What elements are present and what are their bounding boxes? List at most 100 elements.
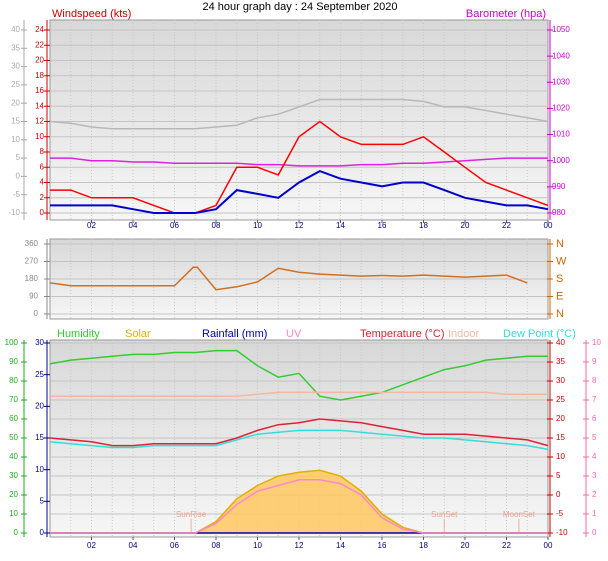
y-tick-label: 24 <box>35 25 44 34</box>
x-tick-label: 02 <box>87 541 96 550</box>
y-tick-label: 20 <box>556 414 565 423</box>
x-tick-label: 12 <box>295 221 304 230</box>
y-tick-label: 2 <box>40 193 45 202</box>
legend-entry: Dew Point (°C) <box>503 328 576 340</box>
y-tick-label: 10 <box>556 452 565 461</box>
x-tick-label: 08 <box>212 541 221 550</box>
x-tick-label: 16 <box>378 221 387 230</box>
line <box>49 418 549 447</box>
y-tick-label: 18 <box>35 71 44 80</box>
y-tick-label: 270 <box>25 257 39 266</box>
y-tick-label: 1 <box>592 509 597 518</box>
x-tick-label: 04 <box>129 541 138 550</box>
y-tick-label: 50 <box>9 433 18 442</box>
y-tick-label: 6 <box>592 414 597 423</box>
y-tick-label: 0 <box>34 309 39 318</box>
y-tick-label: 30 <box>11 62 20 71</box>
y-tick-label: 1040 <box>552 51 570 60</box>
line <box>49 266 528 291</box>
y-tick-label: 90 <box>29 292 38 301</box>
area <box>50 470 548 533</box>
x-tick-label: 10 <box>253 221 262 230</box>
y-tick-label: 35 <box>556 357 565 366</box>
y-tick-label: 12 <box>35 117 44 126</box>
y-tick-label: 15 <box>35 433 44 442</box>
line <box>50 391 548 397</box>
y-tick-label: 20 <box>35 401 44 410</box>
x-tick-label: 00 <box>544 541 553 550</box>
line <box>49 429 549 451</box>
y-tick-label: 3 <box>592 471 597 480</box>
y-tick-label: N <box>556 238 564 250</box>
x-tick-label: 12 <box>295 541 304 550</box>
y-tick-label: 10 <box>11 135 20 144</box>
y-tick-label: 20 <box>9 490 18 499</box>
y-tick-label: 14 <box>35 101 44 110</box>
y-tick-label: 80 <box>9 376 18 385</box>
x-tick-label: 06 <box>170 221 179 230</box>
y-tick-label: 20 <box>11 98 20 107</box>
y-tick-label: 0 <box>40 208 45 217</box>
y-tick-label: 1030 <box>552 77 570 86</box>
y-tick-label: 10 <box>35 132 44 141</box>
y-tick-label: 8 <box>592 376 597 385</box>
x-tick-label: 06 <box>170 541 179 550</box>
y-tick-label: -10 <box>8 208 20 217</box>
y-tick-label: 1050 <box>552 25 570 34</box>
y-tick-label: E <box>556 290 563 302</box>
y-tick-label: 25 <box>35 370 44 379</box>
y-tick-label: 0 <box>40 528 45 537</box>
axis-label: Windspeed (kts) <box>52 8 131 20</box>
y-tick-label: 10 <box>592 338 601 347</box>
y-tick-label: 1010 <box>552 130 570 139</box>
x-tick-label: 00 <box>544 221 553 230</box>
y-tick-label: 15 <box>11 117 20 126</box>
legend-entry: UV <box>286 328 302 340</box>
y-tick-label: 180 <box>25 274 39 283</box>
x-tick-label: 20 <box>461 221 470 230</box>
y-tick-label: 35 <box>11 43 20 52</box>
y-tick-label: 30 <box>35 338 44 347</box>
y-tick-label: 70 <box>9 395 18 404</box>
y-tick-label: 22 <box>35 40 44 49</box>
y-tick-label: 15 <box>556 433 565 442</box>
y-tick-label: 10 <box>9 509 18 518</box>
x-tick-label: 14 <box>336 541 345 550</box>
y-tick-label: 980 <box>552 208 566 217</box>
y-tick-label: W <box>556 255 567 267</box>
y-tick-label: 6 <box>40 162 45 171</box>
y-tick-label: 16 <box>35 86 44 95</box>
y-tick-label: -5 <box>13 190 21 199</box>
x-tick-label: 04 <box>129 221 138 230</box>
y-tick-label: 5 <box>592 433 597 442</box>
y-tick-label: 990 <box>552 182 566 191</box>
y-tick-label: 40 <box>9 452 18 461</box>
y-tick-label: 2 <box>592 490 597 499</box>
x-tick-label: 22 <box>502 221 511 230</box>
y-tick-label: -5 <box>556 509 564 518</box>
y-tick-label: S <box>556 273 563 285</box>
x-tick-label: 22 <box>502 541 511 550</box>
legend-entry: Indoor <box>448 328 480 340</box>
y-tick-label: 5 <box>556 471 561 480</box>
y-tick-label: 90 <box>9 357 18 366</box>
y-tick-label: 10 <box>35 465 44 474</box>
chart-title: 24 hour graph day : 24 September 2020 <box>202 1 397 13</box>
y-tick-label: 0 <box>556 490 561 499</box>
y-tick-label: 40 <box>556 338 565 347</box>
x-tick-label: 02 <box>87 221 96 230</box>
x-tick-label: 18 <box>419 221 428 230</box>
x-tick-label: 16 <box>378 541 387 550</box>
line <box>50 120 549 214</box>
line <box>50 479 548 534</box>
line <box>50 157 548 167</box>
y-tick-label: 5 <box>16 153 21 162</box>
annotation: SunSet <box>431 510 458 519</box>
y-tick-label: 5 <box>40 496 45 505</box>
y-tick-label: -10 <box>556 528 568 537</box>
y-tick-label: 4 <box>592 452 597 461</box>
y-tick-label: 100 <box>5 338 19 347</box>
legend-entry: Rainfall (mm) <box>202 328 267 340</box>
